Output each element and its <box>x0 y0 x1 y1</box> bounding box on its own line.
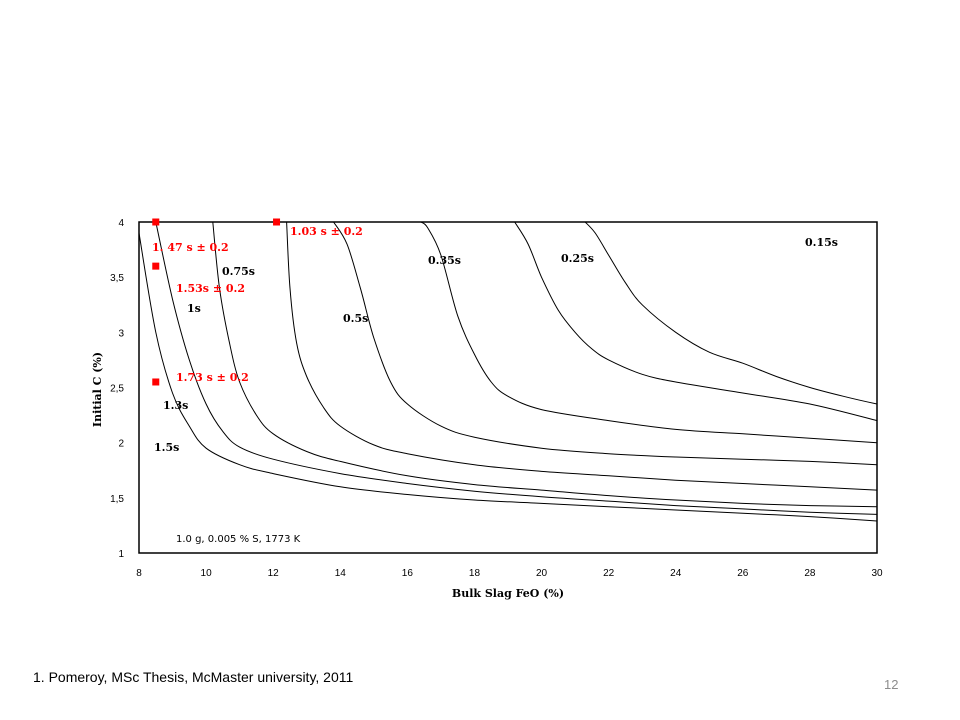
experimental-point-marker <box>152 262 160 270</box>
curve-labels: 1.5s 1.3s 1s 0.75s 0.5s 0.35s 0.25s 0.15s <box>154 236 838 454</box>
y-axis-label: Initial C (%) <box>91 352 104 427</box>
y-tick-labels: 1 1,5 2 2,5 3 3,5 4 <box>110 218 124 560</box>
y-tick-label: 1 <box>118 549 124 560</box>
curves-layer <box>138 221 878 522</box>
x-tick-label: 12 <box>268 568 280 579</box>
curve-label-0-75s: 0.75s <box>222 265 255 278</box>
y-tick-label: 3,5 <box>110 273 124 284</box>
experimental-point-label: 1. 47 s ± 0.2 <box>152 241 229 254</box>
y-tick-label: 1,5 <box>110 494 124 505</box>
plot-area <box>138 221 878 554</box>
x-tick-label: 8 <box>136 568 142 579</box>
x-tick-label: 18 <box>469 568 481 579</box>
curve-0-75s <box>286 221 878 491</box>
x-tick-label: 30 <box>871 568 883 579</box>
curve-label-0-5s: 0.5s <box>343 312 368 325</box>
conditions-annotation: 1.0 g, 0.005 % S, 1773 K <box>176 534 301 545</box>
curve-label-1-3s: 1.3s <box>163 399 188 412</box>
curve-label-0-25s: 0.25s <box>561 252 594 265</box>
y-tick-label: 3 <box>118 328 124 339</box>
curve-label-0-15s: 0.15s <box>805 236 838 249</box>
experimental-point-marker <box>273 218 281 226</box>
curve-0-35s <box>420 221 878 444</box>
reference-footnote: 1. Pomeroy, MSc Thesis, McMaster univers… <box>33 669 354 685</box>
curve-label-1-5s: 1.5s <box>154 441 179 454</box>
y-tick-label: 2,5 <box>110 384 124 395</box>
experimental-point-marker <box>152 218 160 226</box>
x-tick-label: 26 <box>737 568 749 579</box>
experimental-points: 1. 47 s ± 0.2 1.03 s ± 0.2 1.53s ± 0.2 1.73… <box>152 218 363 386</box>
experimental-point-label: 1.73 s ± 0.2 <box>176 371 249 384</box>
curve-1-5s <box>138 232 878 522</box>
x-axis-label: Bulk Slag FeO (%) <box>452 587 564 600</box>
x-tick-label: 10 <box>201 568 213 579</box>
x-tick-label: 28 <box>804 568 816 579</box>
curve-label-1s: 1s <box>187 302 201 315</box>
x-tick-labels: 8 10 12 14 16 18 20 22 24 26 28 30 <box>136 568 883 579</box>
y-tick-label: 2 <box>118 439 124 450</box>
experimental-point-marker <box>152 378 160 386</box>
x-tick-label: 16 <box>402 568 414 579</box>
curve-1s <box>212 221 878 508</box>
page-number: 12 <box>884 677 899 692</box>
x-tick-label: 22 <box>603 568 615 579</box>
curve-0-5s <box>333 221 878 466</box>
x-tick-label: 14 <box>335 568 347 579</box>
experimental-point-label: 1.53s ± 0.2 <box>176 282 245 295</box>
x-tick-label: 20 <box>536 568 548 579</box>
curve-0-25s <box>514 221 878 422</box>
curve-1-3s <box>155 221 878 515</box>
y-tick-label: 4 <box>118 218 124 229</box>
x-tick-label: 24 <box>670 568 682 579</box>
curve-0-15s <box>584 221 878 405</box>
experimental-point-label: 1.03 s ± 0.2 <box>290 225 363 238</box>
curve-label-0-35s: 0.35s <box>428 254 461 267</box>
